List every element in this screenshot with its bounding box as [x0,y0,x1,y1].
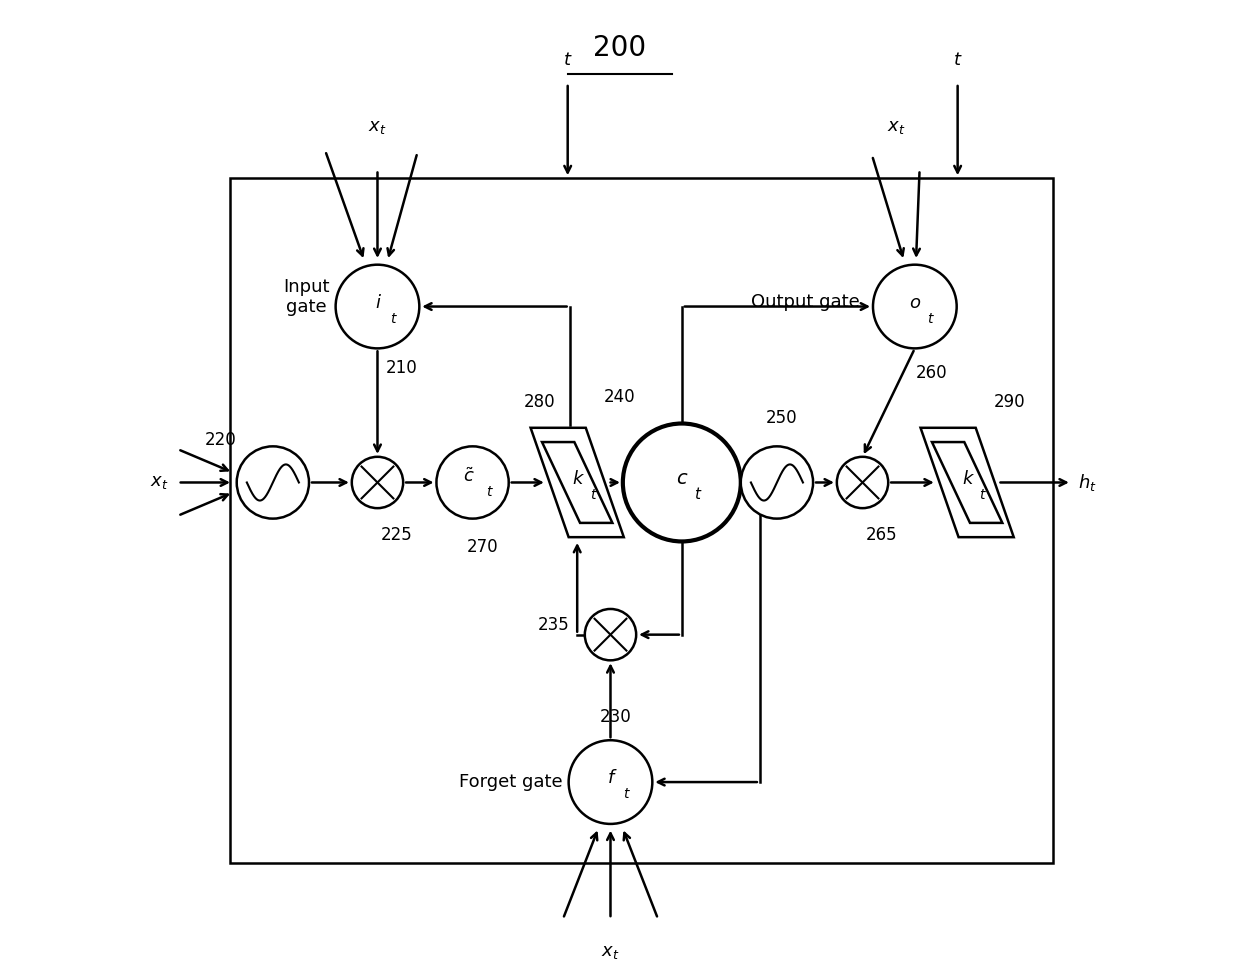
Text: $x_t$: $x_t$ [368,118,387,136]
Text: t: t [954,50,961,69]
Circle shape [237,447,309,519]
Text: c: c [677,469,687,488]
Text: f: f [608,769,614,787]
Text: 200: 200 [594,34,646,62]
Text: $h_t$: $h_t$ [1079,472,1097,493]
Circle shape [622,423,740,542]
Text: k: k [572,470,583,487]
FancyBboxPatch shape [231,178,1053,863]
Circle shape [873,265,957,349]
Polygon shape [920,428,1014,537]
Circle shape [569,740,652,824]
Text: 250: 250 [766,409,797,427]
Circle shape [436,447,508,519]
Text: t: t [389,312,396,326]
Text: 280: 280 [523,392,556,411]
Text: 225: 225 [381,525,413,544]
Text: Input
gate: Input gate [283,278,330,317]
Circle shape [837,456,888,508]
Text: 265: 265 [866,525,898,544]
Text: 240: 240 [604,387,636,406]
Text: t: t [694,487,701,502]
Text: $x_t$: $x_t$ [887,118,905,136]
Text: $\tilde{c}$: $\tilde{c}$ [463,468,475,486]
Text: 230: 230 [599,709,631,726]
Circle shape [740,447,813,519]
Text: Output gate: Output gate [751,293,859,311]
Text: t: t [590,487,595,502]
Circle shape [352,456,403,508]
Text: t: t [980,487,985,502]
Circle shape [336,265,419,349]
Circle shape [585,609,636,660]
Text: o: o [909,294,920,312]
Text: 270: 270 [466,538,498,556]
Text: 210: 210 [386,359,417,378]
Text: Forget gate: Forget gate [459,773,563,791]
Text: k: k [962,470,972,487]
Text: t: t [486,485,491,499]
Text: $x_t$: $x_t$ [601,943,620,960]
Text: t: t [564,50,572,69]
Text: t: t [928,312,932,326]
Text: 235: 235 [538,617,569,634]
Text: 260: 260 [916,364,947,383]
Text: t: t [622,787,629,801]
Text: 220: 220 [205,431,237,449]
Text: i: i [374,294,379,312]
Polygon shape [531,428,624,537]
Text: $x_t$: $x_t$ [150,474,169,491]
Text: 290: 290 [994,392,1025,411]
